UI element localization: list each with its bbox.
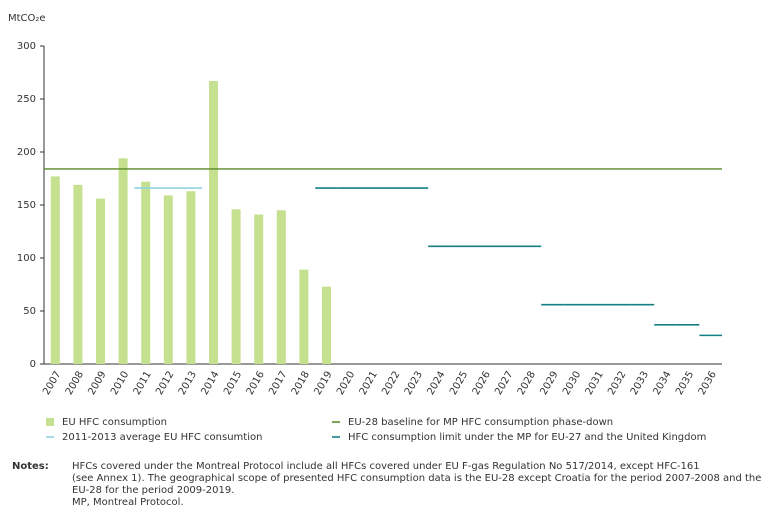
x-tick-label: 2034 — [651, 370, 673, 398]
bar — [163, 195, 173, 364]
x-tick-label: 2011 — [132, 370, 154, 398]
bar — [254, 214, 264, 364]
notes-line: HFCs covered under the Montreal Protocol… — [72, 461, 700, 472]
bar — [141, 181, 151, 364]
y-tick-label: 0 — [30, 359, 36, 370]
bar — [209, 80, 218, 364]
notes-line: MP, Montreal Protocol. — [72, 497, 184, 508]
bar — [50, 176, 60, 364]
y-axis-label: MtCO₂e — [8, 13, 46, 24]
x-tick-label: 2024 — [425, 370, 447, 398]
x-tick-label: 2012 — [154, 370, 176, 398]
bar — [276, 210, 286, 364]
bar — [96, 198, 105, 364]
bar — [186, 191, 196, 364]
x-tick-label: 2014 — [199, 370, 221, 398]
x-tick-label: 2019 — [312, 370, 334, 398]
x-tick-label: 2016 — [245, 370, 267, 398]
x-tick-label: 2008 — [64, 370, 86, 398]
legend-swatch — [46, 418, 54, 426]
x-tick-label: 2032 — [606, 370, 628, 398]
x-tick-label: 2009 — [86, 370, 108, 398]
x-tick-label: 2028 — [516, 370, 538, 398]
x-tick-label: 2035 — [674, 370, 696, 398]
x-tick-label: 2029 — [538, 370, 560, 398]
x-tick-label: 2017 — [267, 370, 289, 398]
x-tick-label: 2020 — [335, 370, 357, 398]
x-tick-label: 2021 — [358, 370, 380, 398]
legend-label: EU-28 baseline for MP HFC consumption ph… — [348, 417, 613, 428]
y-tick-label: 100 — [17, 253, 36, 264]
x-tick-label: 2007 — [41, 370, 63, 398]
x-tick-label: 2015 — [222, 370, 244, 398]
notes-line: (see Annex 1). The geographical scope of… — [72, 473, 761, 484]
x-tick-label: 2036 — [697, 370, 719, 398]
x-tick-label: 2023 — [403, 370, 425, 398]
x-tick-label: 2026 — [471, 370, 493, 398]
notes-label: Notes: — [12, 461, 49, 472]
notes-line: EU-28 for the period 2009-2019. — [72, 485, 234, 496]
x-tick-label: 2025 — [448, 370, 470, 398]
bar — [231, 209, 241, 364]
bar — [322, 286, 331, 364]
x-tick-label: 2033 — [629, 370, 651, 398]
x-tick-label: 2031 — [584, 370, 606, 398]
x-tick-label: 2010 — [109, 370, 131, 398]
x-tick-label: 2022 — [380, 370, 402, 398]
x-tick-label: 2027 — [493, 370, 515, 398]
legend-label: HFC consumption limit under the MP for E… — [348, 432, 706, 443]
y-tick-label: 200 — [17, 147, 36, 158]
legend-label: EU HFC consumption — [62, 417, 167, 428]
x-tick-label: 2030 — [561, 370, 583, 398]
bar — [299, 269, 309, 364]
bar — [118, 158, 128, 364]
x-tick-label: 2013 — [177, 370, 199, 398]
bar — [73, 184, 83, 364]
y-tick-label: 50 — [23, 306, 36, 317]
y-tick-label: 250 — [17, 94, 36, 105]
y-tick-label: 150 — [17, 200, 36, 211]
x-tick-label: 2018 — [290, 370, 312, 398]
y-tick-label: 300 — [17, 41, 36, 52]
legend-label: 2011-2013 average EU HFC consumtion — [62, 432, 262, 443]
